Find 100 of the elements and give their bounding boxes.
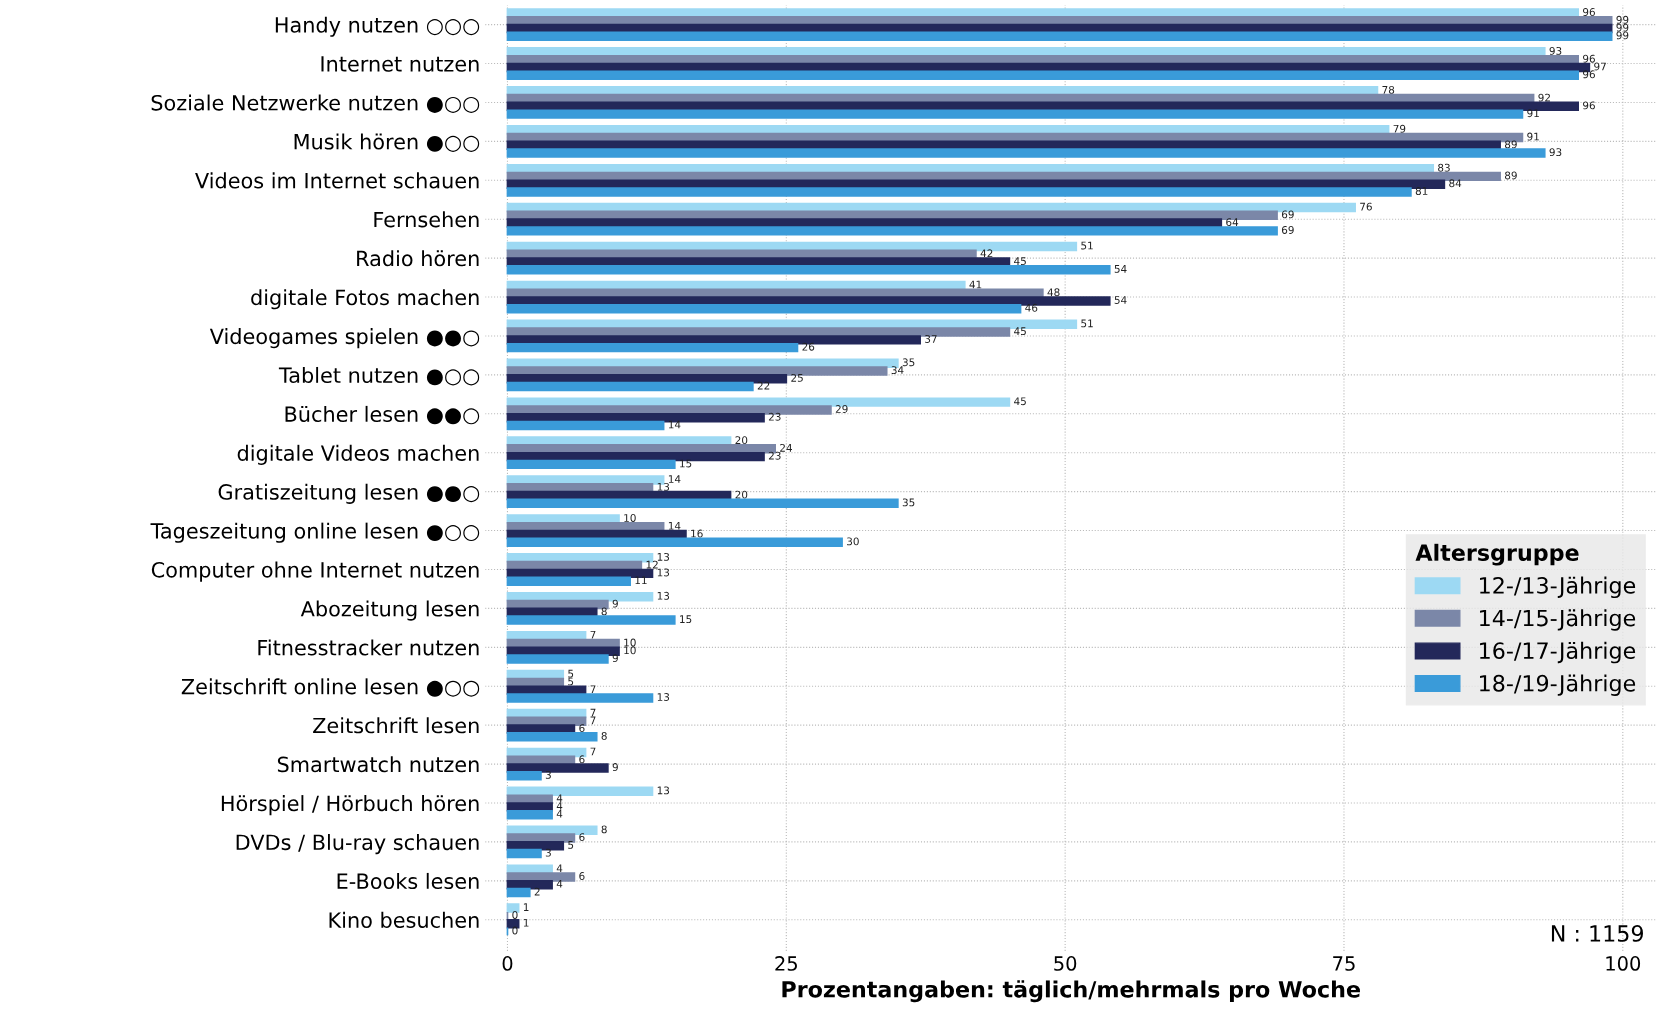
bar [506,537,843,547]
data-label: 4 [556,802,563,810]
data-label: 9 [612,599,618,608]
data-label: 45 [1014,257,1026,266]
data-label: 89 [1505,140,1517,149]
y-tick-label: DVDs / Blu-ray schauen [236,834,479,855]
bar [506,771,542,781]
bar [506,848,542,859]
data-label: 7 [590,708,596,717]
data-label: 13 [657,482,670,491]
data-label: 7 [590,630,596,639]
data-label: 54 [1114,265,1127,273]
data-label: 99 [1616,23,1629,32]
data-label: 12 [646,560,658,569]
data-label: 29 [835,405,848,413]
data-label: 3 [545,770,551,779]
y-tick-label: Zeitschrift online lesen ●○○ [181,678,480,697]
data-label: 24 [780,443,792,452]
bar [506,226,1278,236]
data-label: 6 [579,755,585,764]
data-label: 11 [635,576,647,585]
data-label: 13 [657,552,670,561]
x-tick-label: 0 [502,956,513,971]
data-label: 16 [691,529,703,538]
data-label: 7 [590,747,596,756]
data-label: 14 [668,420,681,429]
data-label: 3 [545,848,551,857]
y-tick-label: Fitnesstracker nutzen [258,639,479,656]
data-label: 34 [891,366,904,375]
bar [506,397,1011,407]
data-label: 8 [601,825,607,834]
bar [506,809,553,820]
y-tick-label: Radio hören [357,250,479,267]
data-label: 76 [1360,202,1372,211]
bar [506,109,1524,119]
legend-label: 14-/15-Jährige [1480,609,1636,631]
bar [506,693,654,703]
y-tick-label: Zeitschrift lesen [313,717,479,734]
bar [506,903,520,913]
y-tick-label: Internet nutzen [321,56,479,72]
y-tick-label: Computer ohne Internet nutzen [151,561,479,582]
data-label: 10 [624,646,636,655]
data-label: 5 [568,669,574,678]
data-label: 78 [1382,85,1395,94]
bar [506,366,888,376]
bar [506,498,899,509]
y-tick-label: Musik hören ●○○ [294,133,480,152]
data-label: 4 [556,864,563,873]
data-label: 83 [1438,163,1450,172]
y-tick-label: E-Books lesen [337,872,479,890]
legend-title: Altersgruppe [1415,543,1579,566]
bar [506,265,1111,275]
data-label: 7 [590,685,596,694]
bar [506,420,665,431]
data-label: 13 [657,591,670,600]
data-label: 10 [624,638,636,647]
data-label: 20 [735,436,748,445]
data-label: 79 [1393,124,1406,133]
bar [506,459,676,470]
y-tick-label: Tablet nutzen ●○○ [278,366,480,386]
data-label: 96 [1583,8,1595,16]
bar [506,654,609,664]
data-label: 81 [1415,187,1428,195]
y-tick-label: Soziale Netzwerke nutzen ●○○ [151,94,480,113]
legend-label: 12-/13-Jährige [1480,576,1636,599]
bar [506,872,576,882]
data-label: 91 [1527,132,1539,141]
data-label: 37 [925,335,937,343]
bar [506,576,631,586]
data-label: 20 [735,490,748,499]
y-tick-label: Bücher lesen ●●○ [285,405,480,425]
data-label: 13 [657,786,670,795]
bar [506,615,676,625]
y-tick-label: Gratiszeitung lesen ●●○ [218,483,480,504]
data-label: 45 [1014,397,1026,406]
data-label: 23 [768,451,781,460]
data-label: 45 [1014,327,1026,336]
data-label: 99 [1616,31,1629,40]
data-label: 5 [568,841,574,849]
data-label: 6 [579,724,585,733]
data-label: 93 [1549,148,1562,157]
x-tick-label: 75 [1333,956,1355,971]
y-tick-label: Kino besuchen [329,911,479,928]
data-label: 54 [1114,296,1127,304]
data-label: 26 [802,342,815,351]
data-label: 91 [1527,109,1539,118]
data-label: 93 [1549,46,1562,55]
data-label: 9 [612,763,618,771]
data-label: 64 [1226,218,1239,227]
data-label: 22 [757,381,770,390]
data-label: 97 [1594,62,1606,71]
y-tick-label: Smartwatch nutzen [277,756,479,773]
data-label: 96 [1583,101,1595,110]
legend-label: 18-/19-Jährige [1480,674,1636,696]
data-label: 1 [523,918,529,927]
y-tick-label: Fernsehen [374,211,479,228]
y-tick-label: Videos im Internet schauen [195,172,479,189]
x-tick-label: 100 [1606,956,1641,971]
data-label: 14 [668,521,681,530]
bar [506,303,1022,314]
